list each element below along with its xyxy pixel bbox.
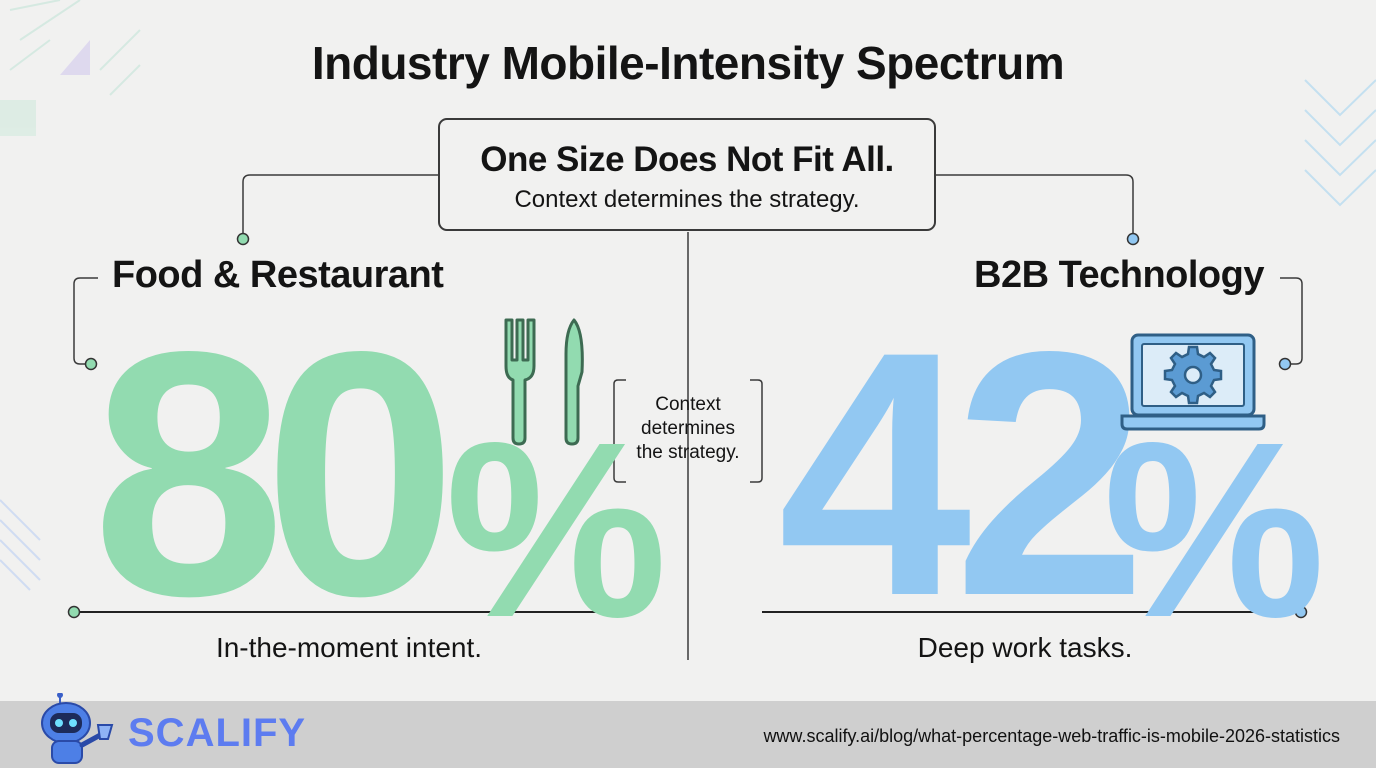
bracket-left [73,277,98,365]
fork-knife-icon [504,318,584,446]
footer-bar: SCALIFY www.scalify.ai/blog/what-percent… [0,693,1376,768]
caption-right: Deep work tasks. [917,632,1133,663]
node-dot-right-baseline [1294,605,1308,619]
laptop-gear-icon [1120,333,1266,431]
middle-note-line-1: Context [655,394,721,415]
center-message-box: One Size Does Not Fit All. Context deter… [438,118,936,231]
category-title-right: B2B Technology [974,254,1265,296]
caption-left: In-the-moment intent. [215,632,483,663]
page-title: Industry Mobile-Intensity Spectrum [311,37,1065,89]
connector-center-right [936,174,1134,234]
brand-logo-text: SCALIFY [128,711,307,755]
middle-note-line-3: the strategy. [636,442,740,463]
node-dot-right-top [1126,232,1140,246]
source-url[interactable]: www.scalify.ai/blog/what-percentage-web-… [763,726,1340,746]
stat-unit-right: % [1103,390,1326,669]
node-dot-left-top [236,232,250,246]
mid-note-bracket-left [613,379,626,483]
mid-note-bracket-right [750,379,763,483]
stat-unit-left: % [445,390,668,669]
corner-decoration-bottom-left [0,499,41,591]
middle-context-note: Context determines the strategy. [614,380,762,482]
corner-decoration-top-left [0,0,141,136]
connector-center-left [242,174,438,234]
node-dot-left-baseline [67,605,81,619]
category-title-left: Food & Restaurant [112,254,444,296]
stat-value-right: 42 [778,279,1147,668]
node-dot-right-bracket [1278,357,1292,371]
center-subline: Context determines the strategy. [514,186,860,213]
corner-decoration-top-right [1304,79,1376,207]
robot-mascot-icon [41,693,114,764]
bracket-right [1280,277,1303,365]
middle-note-line-2: determines [641,418,735,439]
node-dot-left-bracket [84,357,98,371]
center-headline: One Size Does Not Fit All. [480,140,894,179]
stat-value-left: 80 [92,279,457,668]
